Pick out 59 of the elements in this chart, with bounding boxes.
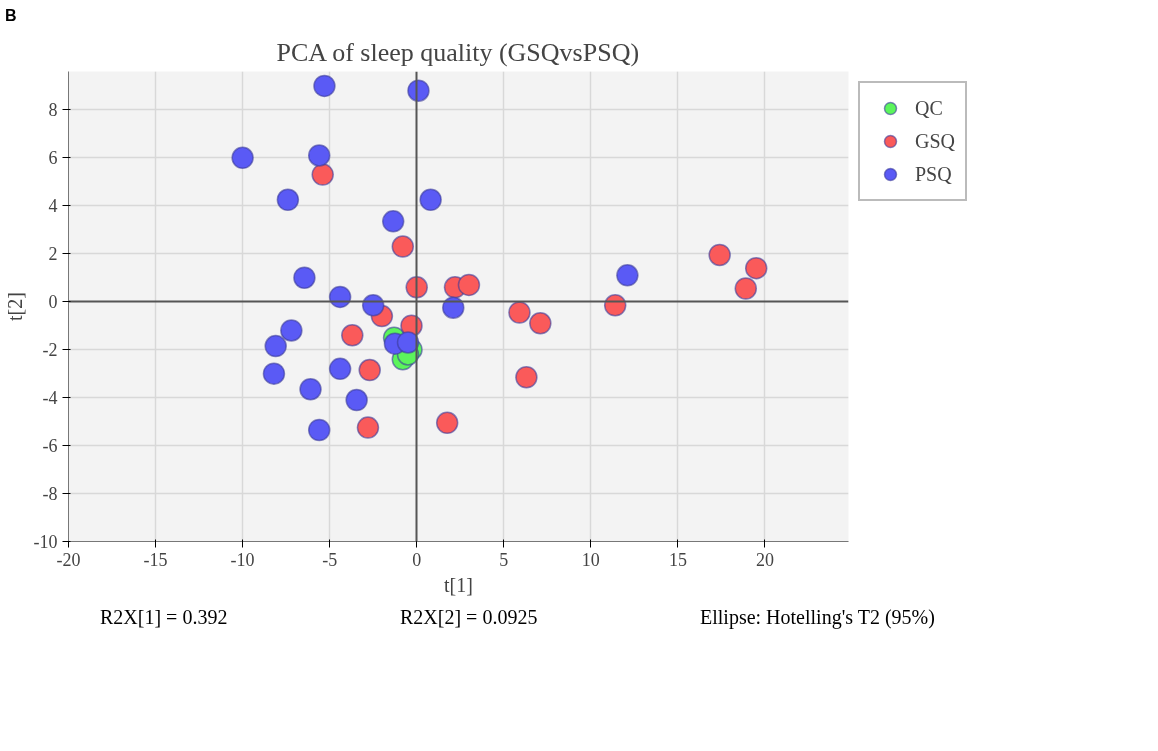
- x-axis-title: t[1]: [444, 573, 473, 596]
- x-tick-label: 20: [755, 549, 774, 570]
- text: R2X[2] = 0.0925: [400, 605, 538, 630]
- point: [313, 74, 336, 98]
- point: [293, 266, 316, 289]
- point: [391, 235, 415, 258]
- point: [231, 146, 254, 170]
- point: [442, 296, 465, 319]
- point: [264, 334, 287, 358]
- x-tick-label: 5: [499, 549, 509, 570]
- point: [345, 388, 368, 412]
- point: [307, 144, 331, 167]
- point: [734, 277, 758, 300]
- y-tick-label: 2: [48, 244, 58, 265]
- text: R2X[1] = 0.392: [100, 605, 228, 630]
- text: Ellipse: Hotelling's T2 (95%): [700, 605, 935, 631]
- y-tick-label: 8: [48, 100, 58, 121]
- legend-label: PSQ: [915, 162, 952, 186]
- point: [515, 366, 538, 389]
- point: [508, 301, 531, 324]
- point: [616, 264, 639, 287]
- y-tick-label: -2: [42, 340, 58, 361]
- point: [529, 312, 552, 335]
- legend-label: QC: [915, 96, 943, 120]
- point: [341, 324, 364, 347]
- x-tick-label: -15: [143, 549, 168, 570]
- point: [358, 358, 381, 382]
- x-tick-label: -20: [56, 549, 81, 570]
- point: [435, 411, 459, 435]
- point: [457, 273, 481, 297]
- text: B: [5, 6, 17, 26]
- point: [276, 188, 300, 212]
- point: [262, 362, 286, 385]
- y-tick-label: 6: [48, 148, 58, 169]
- point: [311, 163, 334, 186]
- x-tick-label: 0: [412, 549, 422, 570]
- x-tick-label: -5: [322, 549, 338, 570]
- y-tick-label: 4: [48, 196, 58, 217]
- legend-label: GSQ: [915, 129, 956, 153]
- x-tick-label: 10: [581, 549, 600, 570]
- y-axis-title: t[2]: [3, 292, 26, 321]
- point: [307, 418, 331, 442]
- chart-title: PCA of sleep quality (GSQvsPSQ): [276, 37, 640, 67]
- x-tick-label: 15: [668, 549, 687, 570]
- point: [328, 285, 352, 309]
- point: [356, 416, 380, 439]
- point: [299, 378, 322, 401]
- point: [280, 319, 303, 342]
- point: [381, 210, 405, 233]
- y-tick-label: 0: [48, 292, 58, 313]
- point: [708, 243, 731, 267]
- x-tick-label: -10: [230, 549, 255, 570]
- y-tick-label: -6: [42, 436, 58, 457]
- y-tick-label: -8: [42, 484, 58, 505]
- point: [419, 188, 442, 212]
- point: [744, 256, 768, 280]
- point: [328, 357, 352, 381]
- y-tick-label: -4: [42, 388, 58, 409]
- y-tick-label: -10: [33, 532, 58, 552]
